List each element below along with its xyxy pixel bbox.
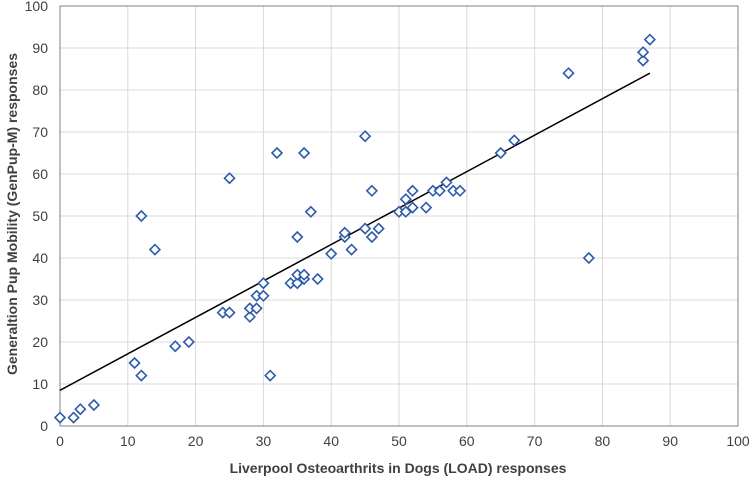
data-point	[135, 369, 148, 382]
data-point	[135, 209, 148, 223]
data-point	[562, 67, 575, 80]
y-tick-label: 20	[32, 334, 48, 350]
data-point	[440, 176, 453, 189]
y-tick-label: 80	[32, 82, 48, 98]
data-point	[582, 251, 595, 265]
data-point	[508, 134, 521, 147]
data-point	[358, 130, 372, 143]
data-point	[494, 146, 507, 160]
data-point	[291, 230, 304, 244]
data-point	[257, 277, 270, 290]
data-points	[53, 33, 656, 424]
data-point	[182, 335, 195, 349]
y-tick-label: 90	[32, 40, 48, 56]
linear-trendline	[59, 72, 651, 391]
y-tick-label: 10	[32, 376, 48, 392]
x-tick-label: 40	[323, 433, 339, 449]
data-point	[345, 243, 358, 256]
data-point	[358, 222, 372, 235]
trendline-group	[59, 72, 651, 391]
data-point	[264, 369, 277, 382]
x-tick-label: 90	[662, 433, 678, 449]
data-point	[304, 205, 317, 218]
data-point	[270, 146, 284, 160]
y-tick-label: 30	[32, 292, 48, 308]
data-point	[297, 268, 311, 281]
data-point	[636, 54, 650, 67]
data-point	[365, 184, 379, 197]
data-point	[338, 226, 351, 239]
data-point	[297, 146, 311, 160]
x-tick-label: 0	[56, 433, 64, 449]
data-point	[406, 184, 419, 197]
data-point	[419, 201, 433, 214]
data-point	[643, 33, 656, 46]
data-point	[372, 222, 385, 235]
x-tick-label: 10	[120, 433, 136, 449]
data-point	[87, 398, 101, 412]
data-point	[223, 172, 236, 185]
y-axis-title: Generaltion Pup Mobility (GenPup-M) resp…	[4, 53, 20, 375]
plot-area-border	[59, 5, 739, 427]
data-point	[453, 184, 467, 197]
data-point	[433, 184, 446, 197]
x-tick-label: 80	[595, 433, 611, 449]
y-tick-label: 100	[25, 0, 49, 14]
data-point	[128, 356, 141, 370]
x-axis-tick-labels: 0 10 20 30 40 50 60 70 80 90 100	[56, 433, 750, 449]
x-tick-label: 70	[527, 433, 543, 449]
data-point	[257, 289, 270, 302]
data-point	[53, 411, 67, 424]
x-axis-title: Liverpool Osteoarthrits in Dogs (LOAD) r…	[230, 460, 567, 476]
data-point	[148, 243, 162, 256]
data-point	[67, 411, 80, 424]
data-point	[74, 403, 87, 416]
x-tick-label: 30	[256, 433, 272, 449]
data-point	[223, 306, 236, 319]
data-point	[169, 340, 182, 353]
x-tick-label: 20	[188, 433, 204, 449]
y-tick-label: 40	[32, 250, 48, 266]
y-tick-label: 50	[32, 208, 48, 224]
data-point	[636, 46, 650, 59]
data-point	[311, 272, 324, 286]
data-point	[399, 193, 412, 206]
x-tick-label: 60	[459, 433, 475, 449]
data-point	[325, 247, 338, 260]
data-point	[250, 302, 263, 315]
data-point	[243, 310, 256, 323]
data-point	[406, 201, 419, 214]
y-tick-label: 60	[32, 166, 48, 182]
x-tick-label: 50	[391, 433, 407, 449]
y-axis-tick-labels: 0 10 20 30 40 50 60 70 80 90 100	[25, 0, 49, 434]
x-tick-label: 100	[726, 433, 750, 449]
y-tick-label: 70	[32, 124, 48, 140]
data-point	[365, 230, 379, 244]
y-tick-label: 0	[40, 418, 48, 434]
